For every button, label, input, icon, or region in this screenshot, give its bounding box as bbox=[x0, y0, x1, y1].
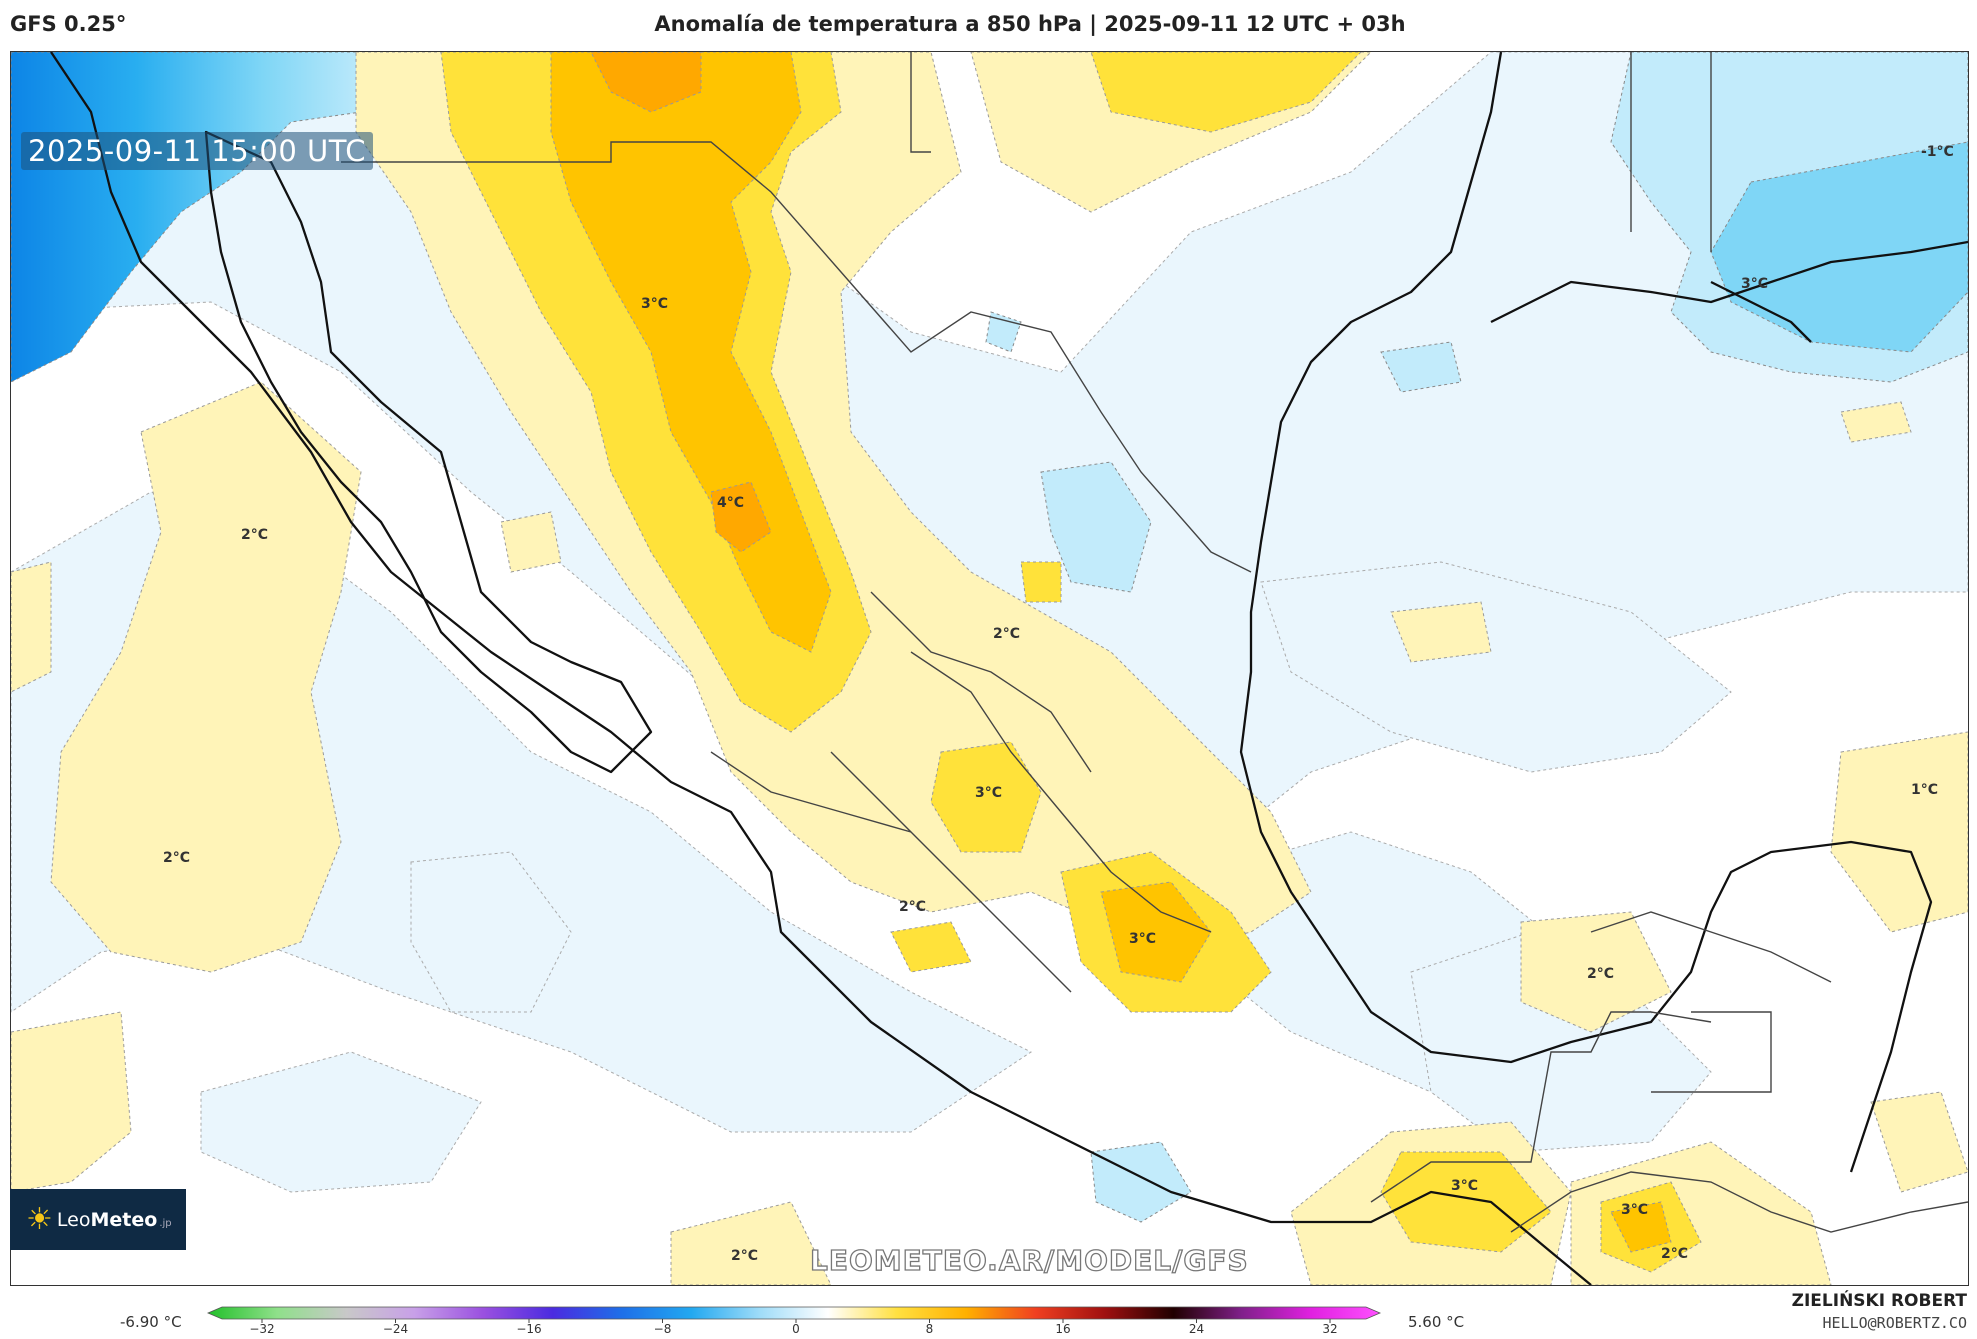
colorbar-min-label: -6.90 °C bbox=[120, 1313, 182, 1331]
coastlines bbox=[50, 52, 1968, 1285]
label-2c-plateau: 2°C bbox=[993, 626, 1021, 642]
label-minus1c-gulf: -1°C bbox=[1921, 144, 1954, 160]
warm-anomaly-strong bbox=[550, 52, 1672, 1253]
label-2c-campeche: 2°C bbox=[1587, 966, 1615, 982]
label-3c-oaxaca: 3°C bbox=[1451, 1178, 1479, 1194]
colorbar-tick-label: 8 bbox=[925, 1322, 934, 1336]
label-3c-central: 3°C bbox=[1129, 931, 1157, 947]
colorbar bbox=[206, 1306, 1382, 1323]
borders bbox=[341, 52, 1968, 1233]
colorbar-tick-label: −32 bbox=[249, 1322, 275, 1336]
label-2c-pacific-north: 2°C bbox=[241, 527, 269, 543]
author-name: ZIELIŃSKI ROBERT bbox=[1791, 1291, 1967, 1311]
logo-text-bold: Meteo bbox=[90, 1208, 158, 1231]
colorbar-tick-label: 0 bbox=[792, 1322, 800, 1336]
map-title: Anomalía de temperatura a 850 hPa | 2025… bbox=[654, 12, 1406, 36]
label-2c-pacific-west: 2°C bbox=[163, 850, 191, 866]
logo-suffix: .jp bbox=[159, 1218, 172, 1229]
logo-text-light: Leo bbox=[56, 1208, 91, 1231]
colorbar-max-label: 5.60 °C bbox=[1408, 1313, 1465, 1331]
label-2c-salvador: 2°C bbox=[1661, 1246, 1689, 1262]
label-2c-michoacan: 2°C bbox=[899, 899, 927, 915]
label-4c-sinaloa: 4°C bbox=[717, 495, 745, 511]
leometeo-logo[interactable]: ☀ Leo Meteo .jp bbox=[10, 1189, 186, 1250]
label-2c-south-pacific: 2°C bbox=[731, 1248, 759, 1264]
label-3c-jalisco: 3°C bbox=[975, 785, 1003, 801]
valid-time-badge: 2025-09-11 15:00 UTC bbox=[21, 132, 374, 170]
model-name: GFS 0.25° bbox=[10, 12, 127, 36]
label-1c-yucatan: 1°C bbox=[1911, 782, 1939, 798]
sun-icon: ☀ bbox=[26, 1202, 53, 1237]
colorbar-tick-label: 32 bbox=[1322, 1322, 1338, 1336]
label-3c-sonora: 3°C bbox=[641, 296, 669, 312]
colorbar-tick-label: −8 bbox=[653, 1322, 672, 1336]
colorbar-tick-label: 24 bbox=[1188, 1322, 1205, 1336]
label-3c-guatemala: 3°C bbox=[1621, 1202, 1649, 1218]
colorbar-tick-label: −24 bbox=[382, 1322, 409, 1336]
author-email[interactable]: HELLO@ROBERTZ.CO bbox=[1822, 1314, 1968, 1332]
colorbar-tick-label: −16 bbox=[516, 1322, 542, 1336]
watermark-url: LEOMETEO.AR/MODEL/GFS bbox=[809, 1243, 1249, 1277]
colorbar-tick-label: 16 bbox=[1055, 1322, 1071, 1336]
colorbar-gradient bbox=[206, 1306, 1382, 1320]
warm-anomaly-peak bbox=[590, 52, 772, 553]
label-3c-louisiana: 3°C bbox=[1741, 276, 1769, 292]
map-canvas bbox=[11, 52, 1968, 1285]
author-credit: ZIELIŃSKI ROBERT HELLO@ROBERTZ.CO bbox=[1792, 1290, 1967, 1334]
temperature-anomaly-map[interactable]: 2025-09-11 15:00 UTC 3°C 4°C 2°C 2°C 2°C… bbox=[10, 51, 1969, 1286]
